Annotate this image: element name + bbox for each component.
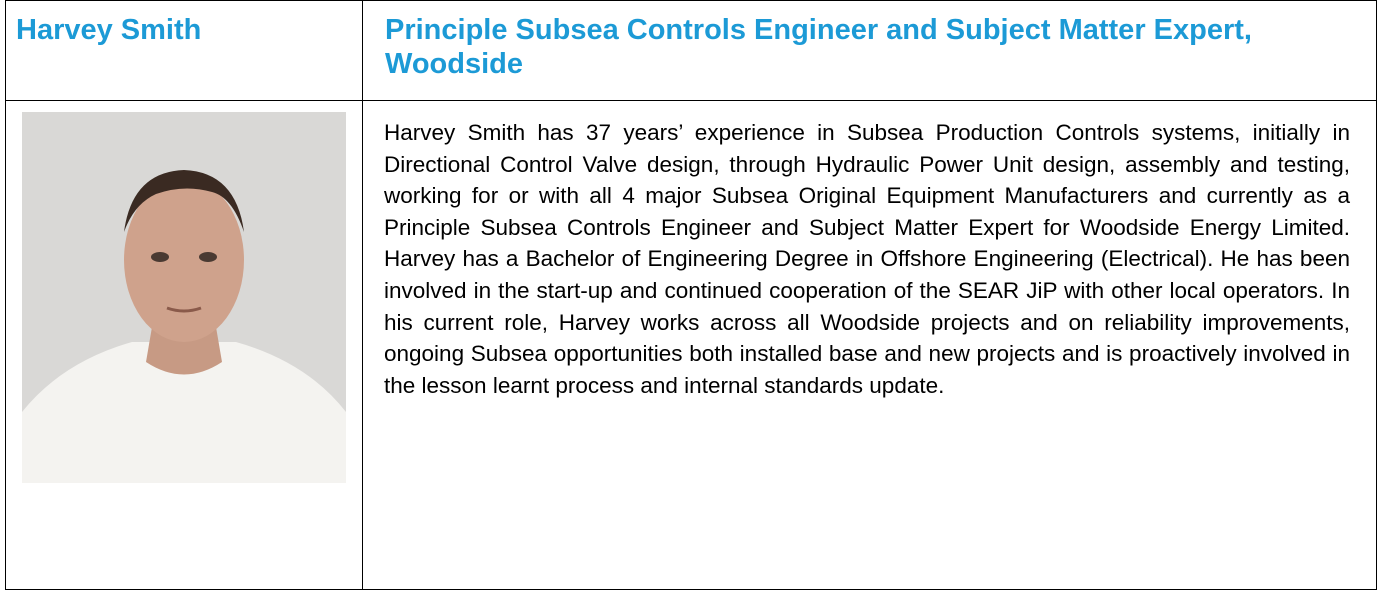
profile-table: Harvey Smith Principle Subsea Controls E…: [0, 0, 1386, 580]
person-name: Harvey Smith: [16, 13, 201, 47]
title-cell: Principle Subsea Controls Engineer and S…: [362, 0, 1377, 101]
name-cell: Harvey Smith: [5, 0, 363, 101]
bio-text: Harvey Smith has 37 years’ experience in…: [384, 117, 1350, 401]
photo-cell: [5, 100, 363, 590]
person-title: Principle Subsea Controls Engineer and S…: [385, 13, 1356, 81]
portrait-photo: [22, 112, 346, 483]
bio-cell: Harvey Smith has 37 years’ experience in…: [362, 100, 1377, 590]
